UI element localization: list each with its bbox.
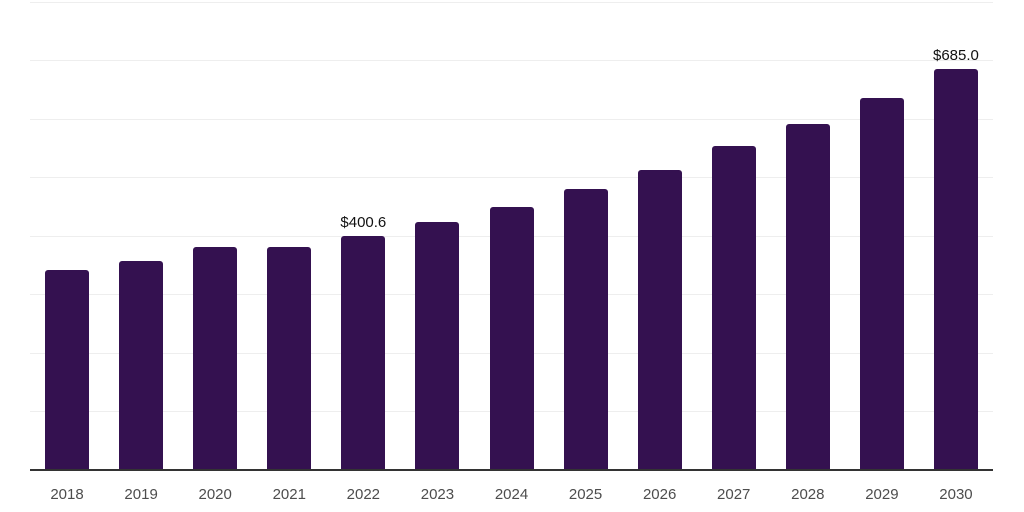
gridline-500 xyxy=(30,177,993,178)
bar-2024[interactable] xyxy=(489,207,534,470)
bar-2023[interactable] xyxy=(415,221,460,470)
x-tick-2023: 2023 xyxy=(420,486,455,503)
x-tick-2021: 2021 xyxy=(272,486,306,503)
x-tick-2019: 2019 xyxy=(124,486,158,503)
x-tick-2030: 2030 xyxy=(939,486,973,503)
gridline-700 xyxy=(30,60,993,61)
bar-2028[interactable] xyxy=(785,124,830,470)
bar-2018[interactable] xyxy=(45,269,90,470)
x-tick-2029: 2029 xyxy=(865,486,899,503)
x-tick-2024: 2024 xyxy=(494,486,529,503)
x-tick-2022: 2022 xyxy=(346,486,381,503)
data-label-2030: $685.0 xyxy=(933,47,979,65)
bar-2029[interactable] xyxy=(859,98,904,470)
bar-2027[interactable] xyxy=(711,146,756,470)
bar-2020[interactable] xyxy=(193,246,238,470)
x-tick-2027: 2027 xyxy=(717,486,751,503)
bar-2022[interactable] xyxy=(341,235,386,470)
bar-2021[interactable] xyxy=(267,246,312,470)
bar-2026[interactable] xyxy=(637,169,682,470)
x-tick-2026: 2026 xyxy=(642,486,677,503)
x-tick-2018: 2018 xyxy=(50,486,84,503)
x-tick-2025: 2025 xyxy=(568,486,603,503)
x-axis-line xyxy=(30,469,993,471)
data-label-2022: $400.6 xyxy=(340,213,387,231)
bar-2030[interactable] xyxy=(933,69,978,470)
x-tick-2028: 2028 xyxy=(791,486,825,503)
bar-2025[interactable] xyxy=(563,188,608,470)
gridline-800 xyxy=(30,1,993,3)
bar-2019[interactable] xyxy=(119,260,164,470)
x-tick-2020: 2020 xyxy=(198,486,232,503)
gridline-600 xyxy=(30,118,993,120)
